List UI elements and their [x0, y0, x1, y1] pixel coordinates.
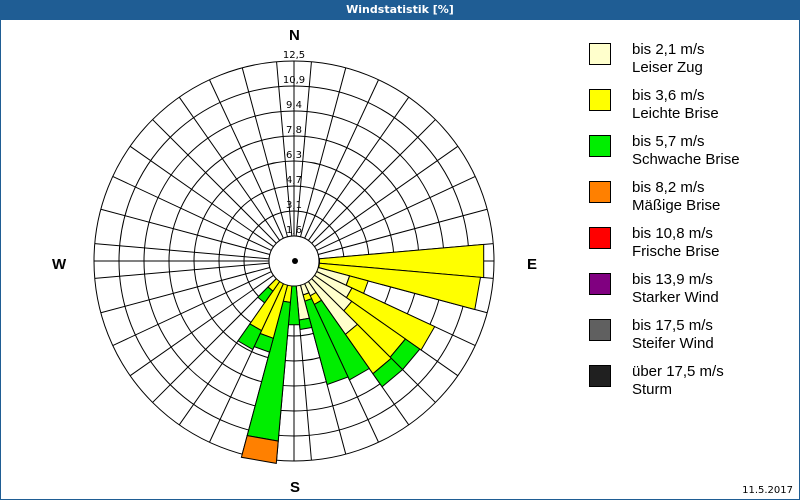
legend-swatch [589, 181, 611, 203]
ring-label: 3,1 [286, 200, 302, 211]
compass-south-label: S [290, 479, 301, 496]
window-title: Windstatistik [%] [0, 0, 800, 20]
legend-swatch [589, 43, 611, 65]
legend-name: Schwache Brise [632, 151, 740, 168]
legend-range: über 17,5 m/s [632, 363, 724, 380]
legend-range: bis 13,9 m/s [632, 271, 713, 288]
legend-name: Starker Wind [632, 289, 719, 306]
wind-sector [372, 357, 404, 388]
wind-sector [304, 298, 349, 386]
legend-range: bis 8,2 m/s [632, 179, 705, 196]
ring-label: 4,7 [286, 175, 302, 186]
compass-east-label: E [527, 256, 538, 273]
legend-name: Leiser Zug [632, 59, 703, 76]
legend-swatch [589, 227, 611, 249]
wind-sector [240, 435, 279, 464]
legend-range: bis 2,1 m/s [632, 41, 705, 58]
ring-label: 1,6 [286, 225, 302, 236]
legend-name: Sturm [632, 381, 673, 398]
legend-range: bis 17,5 m/s [632, 317, 713, 334]
legend-range: bis 10,8 m/s [632, 225, 713, 242]
legend-range: bis 5,7 m/s [632, 133, 705, 150]
legend-name: Steifer Wind [632, 335, 714, 352]
legend-swatch [589, 365, 611, 387]
compass-west-label: W [52, 256, 67, 273]
legend-swatch [589, 135, 611, 157]
wind-sector [313, 299, 371, 381]
legend-swatch [589, 273, 611, 295]
legend-swatch [589, 89, 611, 111]
ring-label: 12,5 [283, 50, 305, 61]
wind-sector [345, 287, 436, 351]
wind-sector [298, 317, 313, 331]
ring-label: 10,9 [283, 75, 305, 86]
legend-range: bis 3,6 m/s [632, 87, 705, 104]
ring-label: 9,4 [286, 100, 302, 111]
wind-sector [257, 286, 274, 304]
wind-sector [319, 243, 485, 279]
legend-name: Frische Brise [632, 243, 720, 260]
legend-name: Mäßige Brise [632, 197, 721, 214]
ring-label: 6,3 [286, 150, 302, 161]
legend-name: Leichte Brise [632, 105, 719, 122]
compass-north-label: N [289, 27, 300, 44]
date-stamp: 11.5.2017 [742, 485, 793, 496]
legend-swatch [589, 319, 611, 341]
wind-sector [237, 323, 263, 351]
ring-label: 7,8 [286, 125, 302, 136]
